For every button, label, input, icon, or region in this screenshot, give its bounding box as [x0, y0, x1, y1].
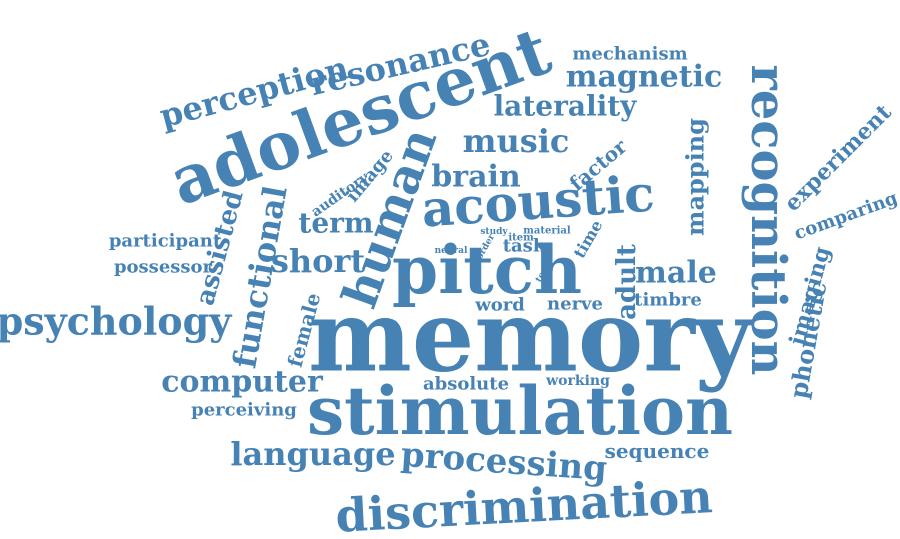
- word-nerve: nerve: [547, 294, 603, 315]
- word-music: music: [463, 122, 570, 160]
- word-stimulation: stimulation: [307, 372, 733, 450]
- word-term: term: [298, 207, 373, 240]
- word-language: language: [230, 435, 395, 473]
- word-pitch: pitch: [392, 231, 582, 309]
- word-word: word: [474, 295, 525, 316]
- word-laterality: laterality: [494, 90, 638, 123]
- word-magnetic: magnetic: [566, 60, 723, 95]
- word-male: male: [635, 256, 717, 291]
- word-sequence: sequence: [605, 439, 710, 463]
- word-mapping: mapping: [681, 118, 710, 236]
- word-working: working: [545, 373, 610, 389]
- word-item: item: [508, 233, 534, 244]
- word-adult: adult: [612, 244, 642, 320]
- word-perceiving: perceiving: [191, 400, 297, 421]
- word-mechanism: mechanism: [572, 44, 687, 65]
- word-timbre: timbre: [634, 290, 702, 311]
- word-neural: neural: [435, 246, 468, 256]
- word-psychology: psychology: [0, 299, 232, 344]
- word-study: study: [480, 227, 508, 237]
- word-possessor: possessor: [114, 257, 213, 278]
- word-task: task: [503, 236, 546, 257]
- word-participant: participant: [109, 231, 222, 252]
- word-cloud-words: memory stimulation pitch adolescent acou…: [0, 11, 900, 539]
- word-memory: memory: [308, 280, 755, 395]
- word-material: material: [523, 226, 571, 237]
- word-brain: brain: [431, 160, 521, 195]
- word-computer: computer: [161, 365, 324, 400]
- word-absolute: absolute: [423, 374, 509, 395]
- word-recognition: recognition: [740, 64, 796, 375]
- word-short: short: [271, 242, 365, 280]
